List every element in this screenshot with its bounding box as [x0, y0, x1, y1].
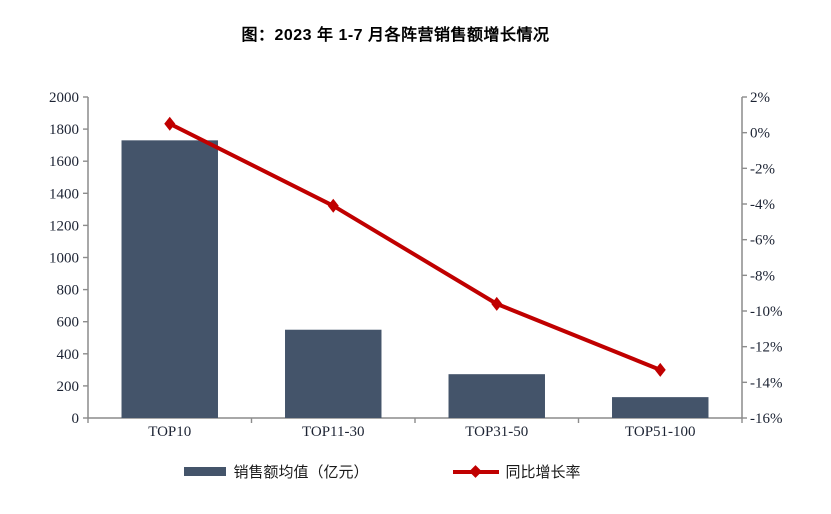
diamond-marker-icon — [491, 296, 503, 311]
right-axis-tick-label: -6% — [750, 233, 775, 249]
bar — [285, 329, 382, 418]
left-axis-tick-label: 0 — [72, 411, 80, 427]
bar-series — [121, 140, 709, 418]
right-axis-tick-label: -10% — [750, 304, 783, 320]
category-label: TOP10 — [148, 424, 191, 440]
right-axis-tick-label: -14% — [750, 375, 783, 391]
legend-item-bar: 销售额均值（亿元） — [184, 461, 369, 482]
bar — [612, 397, 709, 418]
right-axis: 2% 0% -2% -4% -6% -8% -10% -12% -14% -16% — [742, 90, 783, 427]
category-label: TOP11-30 — [302, 424, 365, 440]
left-axis-tick-label: 1000 — [49, 251, 79, 267]
diamond-marker-icon — [327, 198, 339, 213]
legend-line-label: 同比增长率 — [505, 464, 581, 481]
right-axis-tick-label: -16% — [750, 411, 783, 427]
category-label: TOP31-50 — [465, 424, 528, 440]
legend-item-line: 同比增长率 — [452, 461, 581, 482]
left-axis-tick-label: 400 — [57, 347, 80, 363]
left-axis-tick-label: 1400 — [49, 186, 79, 202]
left-axis-tick-label: 800 — [57, 283, 80, 299]
right-axis-tick-label: -12% — [750, 340, 783, 356]
bar-series-swatch-icon — [184, 467, 227, 476]
x-axis — [87, 418, 743, 423]
right-axis-tick-label: -2% — [750, 161, 775, 177]
chart-canvas: 20001800160014001200100080060040020002%0… — [49, 90, 783, 440]
right-axis-tick-label: 0% — [750, 126, 770, 142]
left-axis-tick-label: 1800 — [49, 122, 79, 138]
bar — [121, 140, 218, 418]
right-axis-tick-label: -8% — [750, 268, 775, 284]
left-axis-tick-label: 200 — [57, 379, 80, 395]
chart-legend: 销售额均值（亿元） 同比增长率 — [0, 461, 831, 482]
legend-bar-label: 销售额均值（亿元） — [233, 464, 369, 481]
line-series-swatch-icon — [452, 465, 499, 479]
left-axis-tick-label: 600 — [57, 315, 80, 331]
bar — [448, 374, 545, 418]
left-axis-tick-label: 1200 — [49, 218, 79, 234]
line-series — [167, 121, 663, 372]
right-axis-tick-label: 2% — [750, 90, 770, 106]
chart-title: 图：2023 年 1-7 月各阵营销售额增长情况 — [241, 27, 550, 44]
right-axis-tick-label: -4% — [750, 197, 775, 213]
left-axis-tick-label: 2000 — [49, 90, 79, 106]
diamond-marker-icon — [654, 362, 666, 377]
category-label: TOP51-100 — [625, 424, 696, 440]
diamond-marker-icon — [164, 116, 176, 131]
left-axis-tick-label: 1600 — [49, 154, 79, 170]
diamond-marker-icon — [469, 465, 482, 478]
